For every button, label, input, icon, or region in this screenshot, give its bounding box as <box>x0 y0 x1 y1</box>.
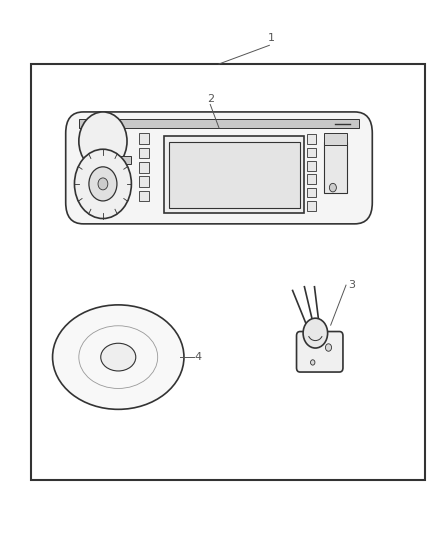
Text: 3: 3 <box>348 280 355 290</box>
Bar <box>139 176 149 187</box>
Ellipse shape <box>53 305 184 409</box>
Circle shape <box>74 149 131 219</box>
Circle shape <box>89 167 117 201</box>
Bar <box>307 161 316 171</box>
Bar <box>307 174 316 184</box>
Text: 4: 4 <box>195 352 202 362</box>
Text: 1: 1 <box>268 33 275 43</box>
Ellipse shape <box>101 343 136 371</box>
Bar <box>307 201 316 211</box>
FancyBboxPatch shape <box>297 332 343 372</box>
Circle shape <box>98 178 108 190</box>
Bar <box>307 134 316 144</box>
Circle shape <box>303 318 328 348</box>
Bar <box>79 119 359 128</box>
Bar <box>139 162 149 173</box>
Circle shape <box>79 112 127 171</box>
Bar <box>307 188 316 197</box>
Bar <box>139 191 149 201</box>
Circle shape <box>311 360 315 365</box>
Bar <box>164 136 304 213</box>
Text: 2: 2 <box>207 94 214 104</box>
Bar <box>139 148 149 158</box>
Bar <box>324 133 347 145</box>
Circle shape <box>329 183 336 192</box>
Bar <box>139 133 149 144</box>
Bar <box>92 156 131 164</box>
Circle shape <box>325 344 332 351</box>
Bar <box>169 141 300 208</box>
Bar <box>324 142 347 193</box>
Bar <box>31 64 425 480</box>
Bar <box>307 148 316 157</box>
FancyBboxPatch shape <box>66 112 372 224</box>
